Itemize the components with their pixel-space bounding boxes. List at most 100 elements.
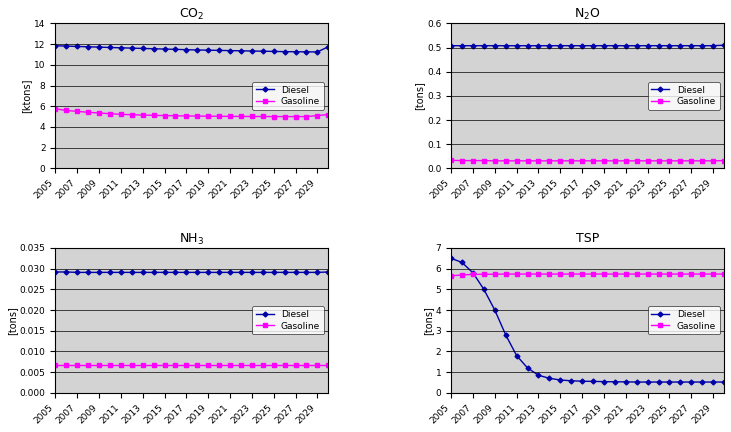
Gasoline [599, 158, 608, 163]
Gasoline [501, 158, 510, 163]
Gasoline [149, 362, 158, 368]
Diesel [171, 270, 180, 275]
Diesel [480, 43, 488, 48]
Gasoline [248, 114, 257, 119]
Gasoline [469, 158, 477, 163]
Gasoline [116, 362, 125, 368]
Gasoline [469, 272, 477, 277]
Diesel [302, 270, 311, 275]
Y-axis label: [tons]: [tons] [414, 82, 424, 110]
Diesel [116, 45, 125, 51]
Gasoline [280, 362, 289, 368]
Gasoline [105, 111, 114, 116]
Gasoline [545, 158, 554, 163]
Gasoline [51, 106, 60, 111]
Gasoline [291, 114, 300, 119]
Gasoline [51, 362, 60, 368]
Diesel [83, 270, 92, 275]
Gasoline [709, 271, 718, 276]
Gasoline [62, 362, 71, 368]
Gasoline [523, 158, 532, 163]
Diesel [545, 43, 554, 48]
Gasoline [160, 113, 169, 118]
Gasoline [280, 114, 289, 119]
Diesel [610, 379, 619, 384]
Gasoline [480, 272, 488, 277]
Diesel [501, 43, 510, 48]
Line: Diesel: Diesel [450, 44, 726, 48]
Gasoline [116, 112, 125, 117]
Diesel [248, 270, 257, 275]
Diesel [94, 270, 103, 275]
Gasoline [447, 158, 455, 163]
Gasoline [458, 158, 466, 163]
Gasoline [302, 362, 311, 368]
Gasoline [643, 158, 652, 163]
Gasoline [269, 114, 278, 119]
Diesel [512, 353, 521, 358]
Gasoline [138, 362, 147, 368]
Diesel [237, 48, 246, 54]
Gasoline [226, 114, 235, 119]
Line: Gasoline: Gasoline [450, 159, 726, 162]
Diesel [94, 44, 103, 50]
Gasoline [545, 271, 554, 276]
Gasoline [577, 271, 586, 276]
Diesel [556, 378, 564, 383]
Gasoline [204, 114, 213, 119]
Diesel [280, 49, 289, 54]
Diesel [127, 270, 136, 275]
Diesel [51, 43, 60, 48]
Gasoline [324, 362, 333, 368]
Gasoline [698, 271, 707, 276]
Diesel [237, 270, 246, 275]
Gasoline [193, 362, 202, 368]
Diesel [599, 43, 608, 48]
Diesel [610, 43, 619, 48]
Gasoline [313, 113, 322, 118]
Gasoline [621, 158, 630, 163]
Diesel [313, 270, 322, 275]
Line: Diesel: Diesel [53, 44, 330, 54]
Gasoline [698, 158, 707, 163]
Diesel [447, 43, 455, 48]
Diesel [621, 43, 630, 48]
Gasoline [182, 113, 191, 118]
Gasoline [665, 158, 674, 163]
Gasoline [171, 362, 180, 368]
Diesel [491, 43, 499, 48]
Gasoline [447, 273, 455, 279]
Diesel [302, 49, 311, 54]
Gasoline [599, 271, 608, 276]
Gasoline [610, 271, 619, 276]
Diesel [160, 47, 169, 52]
Gasoline [237, 114, 246, 119]
Gasoline [73, 362, 82, 368]
Line: Diesel: Diesel [53, 270, 330, 274]
Gasoline [204, 362, 213, 368]
Diesel [138, 46, 147, 51]
Diesel [709, 43, 718, 48]
Gasoline [324, 112, 333, 117]
Gasoline [269, 362, 278, 368]
Gasoline [313, 362, 322, 368]
Gasoline [149, 113, 158, 118]
Diesel [654, 43, 663, 48]
Diesel [62, 44, 71, 49]
Diesel [215, 48, 224, 53]
Diesel [280, 270, 289, 275]
Diesel [269, 270, 278, 275]
Diesel [654, 379, 663, 384]
Gasoline [491, 158, 499, 163]
Legend: Diesel, Gasoline: Diesel, Gasoline [648, 82, 719, 110]
Diesel [676, 379, 685, 384]
Diesel [523, 365, 532, 371]
Gasoline [720, 271, 729, 276]
Gasoline [127, 362, 136, 368]
Diesel [149, 46, 158, 51]
Gasoline [654, 158, 663, 163]
Gasoline [215, 114, 224, 119]
Diesel [534, 43, 543, 48]
Line: Gasoline: Gasoline [53, 363, 330, 367]
Diesel [193, 270, 202, 275]
